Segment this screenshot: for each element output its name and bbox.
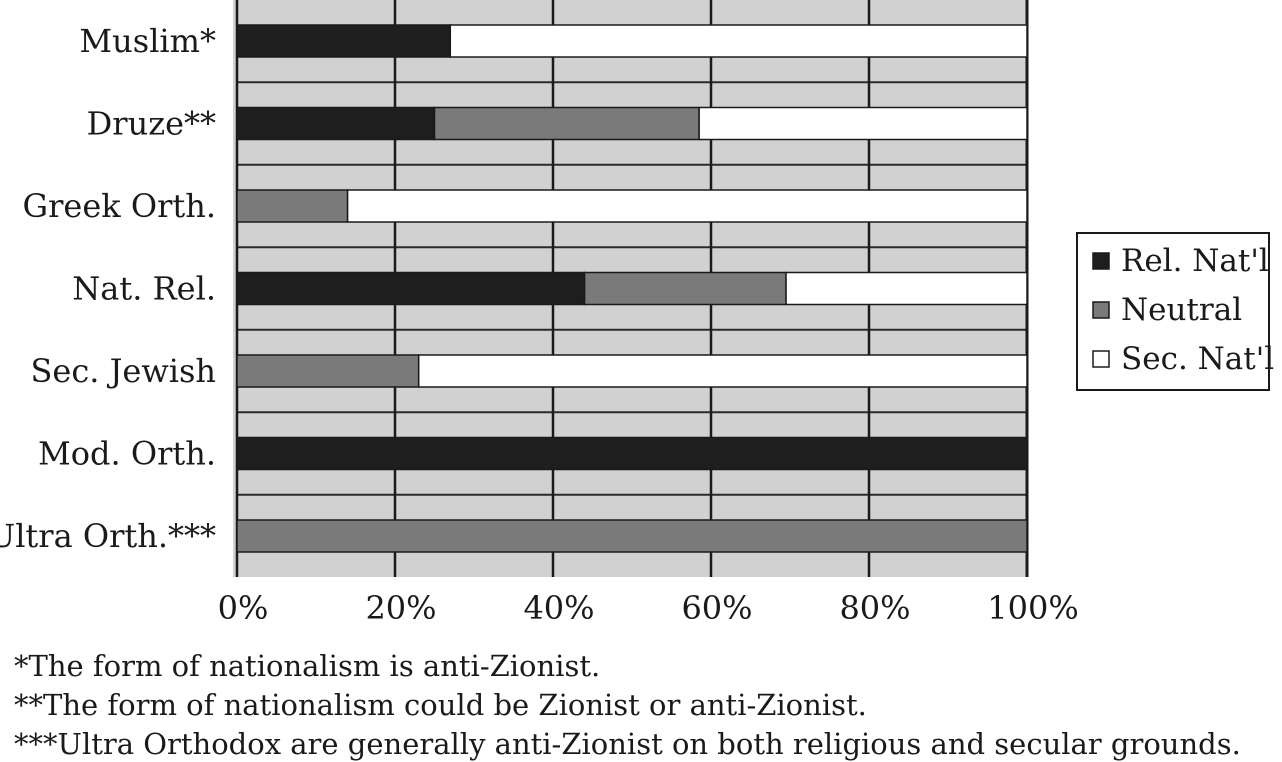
legend: Rel. Nat'l Neutral Sec. Nat'l xyxy=(1076,232,1274,391)
footnote-muslim: *The form of nationalism is anti-Zionist… xyxy=(14,649,601,683)
bars xyxy=(236,24,1028,553)
bar-mod-orth-rel-nat-l xyxy=(236,436,1028,471)
bar-druze-rel-nat-l xyxy=(236,106,436,141)
footnote-druze: **The form of nationalism could be Zioni… xyxy=(14,688,867,722)
x-tick-label-0: 0% xyxy=(218,589,269,627)
bar-greek-orth-neutral xyxy=(236,189,349,223)
category-label-greek-orth: Greek Orth. xyxy=(23,187,216,225)
bar-nat-rel-neutral xyxy=(583,271,787,306)
bar-nat-rel-rel-nat-l xyxy=(236,271,586,306)
category-label-ultra-orth: Ultra Orth.*** xyxy=(0,517,216,555)
bar-druze-neutral xyxy=(433,106,700,141)
legend-swatch-neutral xyxy=(1092,301,1110,319)
x-tick-label-80: 80% xyxy=(839,589,910,627)
x-tick-label-100: 100% xyxy=(987,589,1078,627)
bar-muslim-sec-nat-l xyxy=(449,24,1028,58)
x-axis-ticks: 0% 20% 40% 60% 80% 100% xyxy=(218,589,1079,627)
category-label-druze: Druze** xyxy=(87,105,216,143)
category-label-muslim: Muslim* xyxy=(79,22,216,60)
bar-ultra-orth-neutral xyxy=(236,519,1028,553)
category-label-mod-orth: Mod. Orth. xyxy=(38,435,216,473)
x-tick-label-20: 20% xyxy=(365,589,436,627)
legend-label-sec-nat-l: Sec. Nat'l xyxy=(1121,341,1274,377)
bar-muslim-rel-nat-l xyxy=(236,24,452,58)
category-labels: Muslim* Druze** Greek Orth. Nat. Rel. Sec. J… xyxy=(0,22,216,555)
stacked-bar-chart: Muslim* Druze** Greek Orth. Nat. Rel. Sec. J… xyxy=(0,0,1274,627)
bar-greek-orth-sec-nat-l xyxy=(346,189,1028,223)
band-separators xyxy=(237,81,1027,496)
bar-sec-jewish-sec-nat-l xyxy=(417,354,1028,388)
footnote-ultra-orthodox: ***Ultra Orthodox are generally anti-Zio… xyxy=(14,727,1241,761)
category-label-sec-jewish: Sec. Jewish xyxy=(30,352,216,390)
bar-druze-sec-nat-l xyxy=(698,106,1028,141)
legend-label-neutral: Neutral xyxy=(1121,292,1242,328)
category-label-nat-rel: Nat. Rel. xyxy=(72,270,216,308)
x-tick-label-40: 40% xyxy=(523,589,594,627)
legend-swatch-rel-nat-l xyxy=(1092,252,1110,270)
bar-sec-jewish-neutral xyxy=(236,354,420,388)
legend-swatch-sec-nat-l xyxy=(1092,350,1110,368)
x-tick-label-60: 60% xyxy=(681,589,752,627)
legend-label-rel-nat-l: Rel. Nat'l xyxy=(1121,243,1269,279)
bar-nat-rel-sec-nat-l xyxy=(785,271,1028,306)
